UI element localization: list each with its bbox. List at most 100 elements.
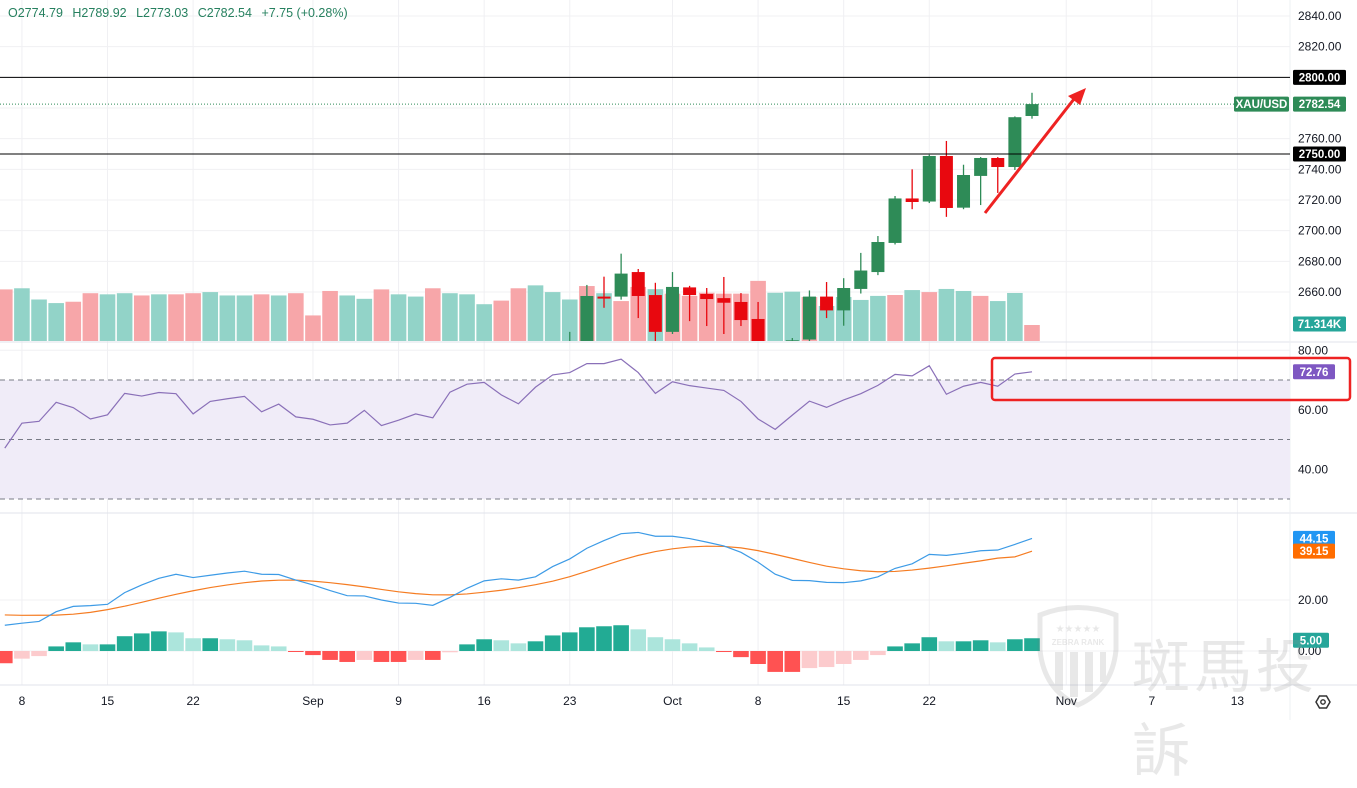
macd-histogram-bar xyxy=(561,632,578,651)
macd-histogram-bar xyxy=(733,651,749,658)
zebra-rank-logo: ★★★★★ ZEBRA RANK xyxy=(1037,605,1119,708)
volume-bar xyxy=(425,288,441,341)
macd-histogram-bar xyxy=(1024,638,1040,651)
candle-body xyxy=(717,298,731,303)
time-label: 22 xyxy=(923,694,937,708)
macd-histogram-bar xyxy=(0,651,13,664)
volume-bar xyxy=(116,293,133,341)
macd-histogram-bar xyxy=(168,632,184,651)
macd-line xyxy=(4,531,1033,626)
macd-histogram-bar xyxy=(904,643,920,651)
histogram-value-label: 5.00 xyxy=(1300,635,1322,647)
volume-bar xyxy=(784,291,801,341)
time-label: Nov xyxy=(1056,694,1077,708)
candle xyxy=(871,236,885,276)
volume-bar xyxy=(219,295,236,341)
horizontal-lines[interactable] xyxy=(0,76,1290,155)
macd-histogram-bar xyxy=(579,627,595,651)
macd-histogram-bar xyxy=(647,637,664,651)
candle xyxy=(957,164,971,210)
candle xyxy=(1025,92,1039,119)
price-tick: 2700.00 xyxy=(1298,224,1342,238)
candle-body xyxy=(854,270,868,289)
volume-bar xyxy=(904,290,920,341)
macd-histogram-bar xyxy=(14,651,30,659)
macd-histogram-bar xyxy=(510,643,527,651)
macd-histogram-bar xyxy=(185,638,201,651)
price-tick: 2680.00 xyxy=(1298,254,1342,268)
last-price-label-bg xyxy=(1293,96,1346,112)
volume-bar xyxy=(767,292,783,341)
volume-bar xyxy=(253,294,270,341)
candle xyxy=(769,350,782,384)
price-tick: 2740.00 xyxy=(1298,162,1342,176)
last-price-label: 2782.54 xyxy=(1299,99,1341,111)
candle-body xyxy=(991,157,1005,168)
candle-body xyxy=(580,295,594,341)
volume-bar xyxy=(887,295,903,341)
volume-bar xyxy=(288,293,304,341)
price-tick: 2840.00 xyxy=(1298,9,1342,23)
candles xyxy=(569,92,1039,384)
macd-histogram-bar xyxy=(48,646,64,651)
macd-histogram-bar xyxy=(116,636,133,651)
macd-histogram-bar xyxy=(133,633,150,651)
time-label: 15 xyxy=(101,694,115,708)
settings-gear-icon[interactable] xyxy=(1315,695,1331,709)
macd-histogram-bar xyxy=(664,639,681,651)
legend-low: L2773.03 xyxy=(136,6,189,20)
candle xyxy=(665,272,679,335)
candle-body xyxy=(820,296,834,311)
candle-body xyxy=(614,273,628,297)
legend-open: O2774.79 xyxy=(8,6,63,20)
candle xyxy=(569,331,571,341)
volume-bar xyxy=(476,304,492,341)
volume-bar xyxy=(270,295,287,341)
annotations[interactable] xyxy=(983,88,1352,402)
volume-bar xyxy=(989,301,1006,341)
trading-chart[interactable]: 2840.00 2820.00 2760.00 2740.00 2720.00 2700.… xyxy=(0,0,1357,720)
candle-body xyxy=(751,318,765,341)
macd-histogram-bar xyxy=(373,651,390,662)
candle xyxy=(837,278,851,326)
volume-value-label-bg xyxy=(1293,316,1346,332)
volume-bar xyxy=(407,296,424,341)
macd-histogram-bar xyxy=(835,651,852,665)
volume-bar xyxy=(1007,292,1023,341)
macd-value-label: 44.15 xyxy=(1300,533,1329,545)
time-label: 7 xyxy=(1148,694,1155,708)
price-tick: 2660.00 xyxy=(1298,285,1342,299)
macd-histogram-bar xyxy=(870,651,886,656)
price-tick: 2820.00 xyxy=(1298,40,1342,54)
macd-tick: 20.00 xyxy=(1298,593,1328,607)
candle xyxy=(631,268,645,319)
volume-bar xyxy=(955,290,972,341)
macd-histogram-bar xyxy=(801,651,818,669)
candle-body xyxy=(922,155,936,202)
volume-bar xyxy=(544,292,561,341)
legend-change: +7.75 (+0.28%) xyxy=(261,6,348,20)
price-line-label-bg xyxy=(1293,146,1346,162)
time-label: 13 xyxy=(1231,694,1245,708)
volume-bar xyxy=(356,298,373,341)
macd-histogram-bar xyxy=(698,647,715,651)
trend-arrow-head-icon xyxy=(1068,88,1086,105)
candle-body xyxy=(802,296,816,340)
macd-pane[interactable] xyxy=(0,531,1040,672)
macd-histogram-bar xyxy=(1007,639,1023,651)
rsi-pane[interactable] xyxy=(0,379,1290,500)
volume-bar xyxy=(972,295,989,341)
candle xyxy=(580,284,594,341)
time-label: Oct xyxy=(663,694,682,708)
watermark-brand: ZEBRA RANK xyxy=(1052,638,1105,647)
candle-body xyxy=(700,293,714,300)
candle xyxy=(922,154,936,204)
macd-histogram-bar xyxy=(322,651,338,660)
candle xyxy=(785,337,799,341)
rsi-line xyxy=(4,358,1033,449)
volume-bar xyxy=(14,288,30,341)
volume-bar xyxy=(561,299,578,341)
macd-histogram-bar xyxy=(681,643,698,651)
volume-bar xyxy=(65,301,82,341)
macd-histogram-bar xyxy=(425,651,441,660)
